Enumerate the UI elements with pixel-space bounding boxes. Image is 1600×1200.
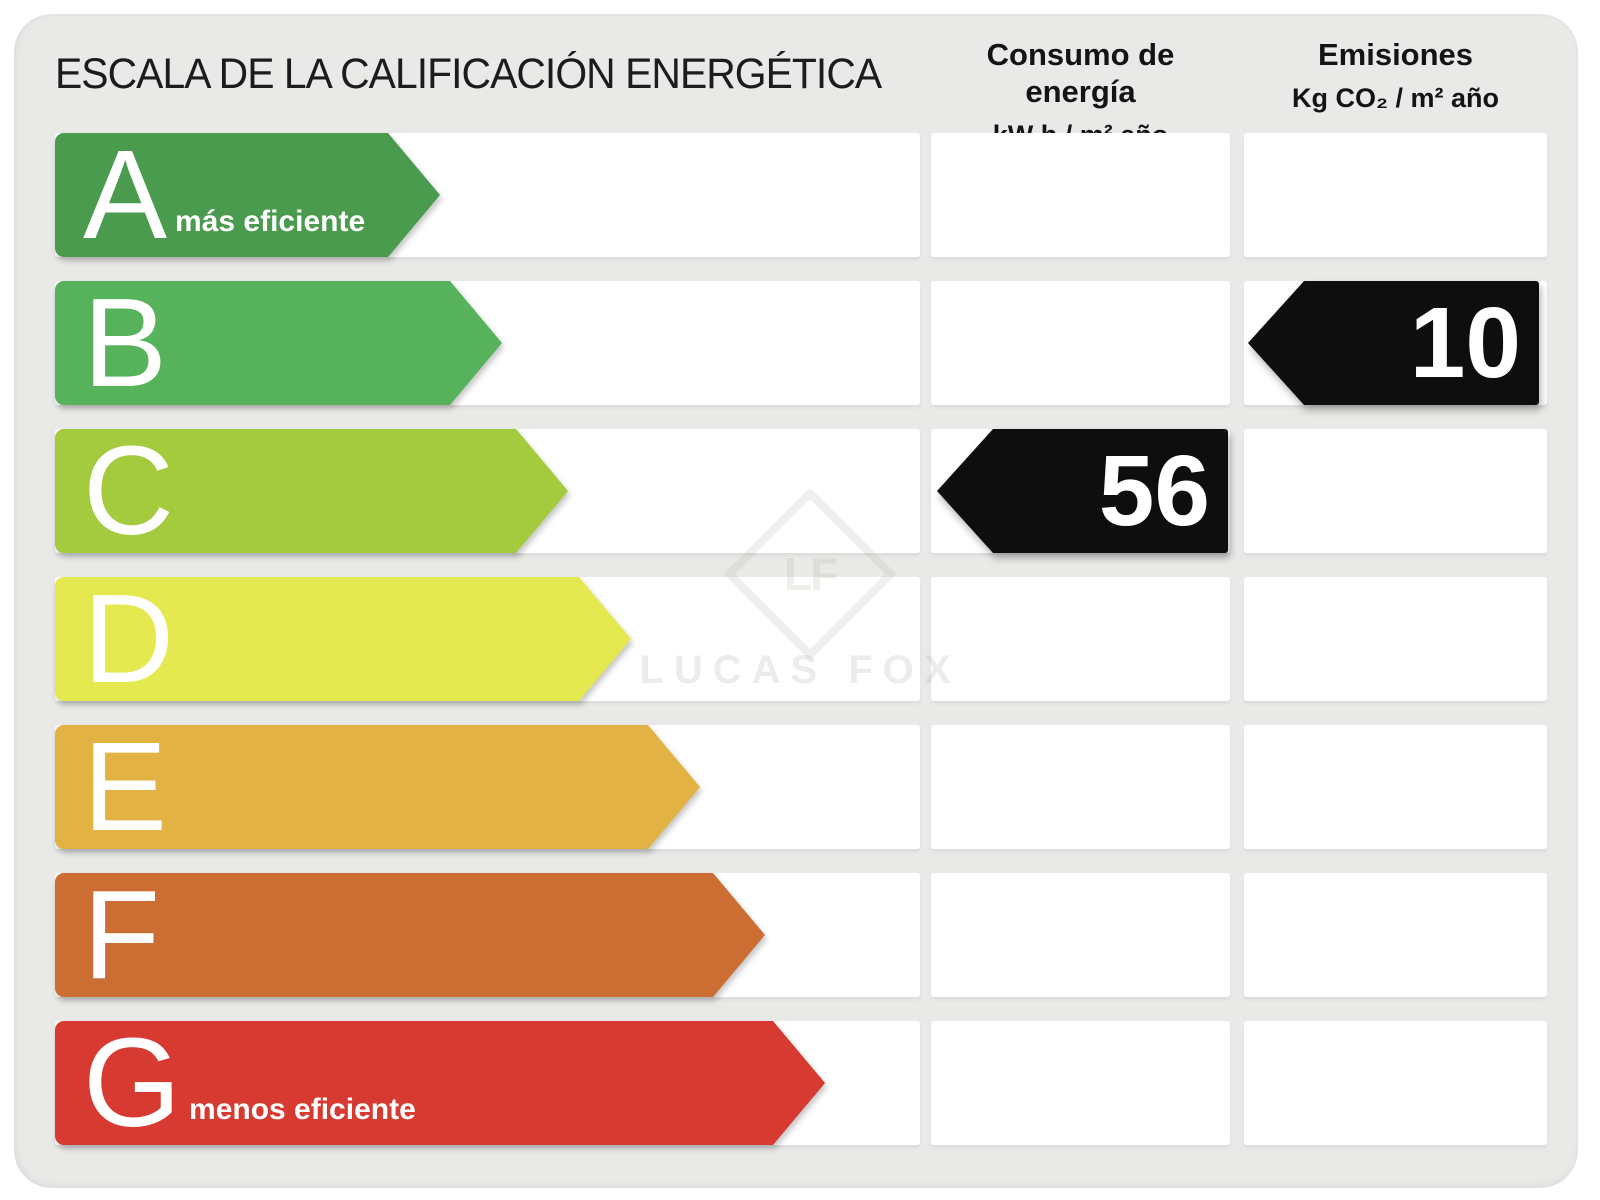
emissions-header-units: Kg CO₂ / m² año (1292, 83, 1499, 114)
rating-bar-body: E (55, 724, 648, 850)
rating-bar-tip (450, 281, 502, 405)
consumption-cell (931, 133, 1230, 257)
rating-bar-tip (579, 577, 631, 701)
rating-bar-body: D (55, 576, 579, 702)
rating-bar-tip (388, 133, 440, 257)
consumption-indicator-arrow: 56 (937, 429, 1228, 553)
rating-row-d: D (14, 576, 1578, 702)
rating-letter: G (83, 1012, 182, 1153)
emissions-cell (1244, 1021, 1547, 1145)
rating-letter: B (83, 272, 168, 413)
indicator-arrow-tip (1248, 281, 1304, 405)
rating-letter: E (83, 716, 168, 857)
rating-row-f: F (14, 872, 1578, 998)
emissions-cell (1244, 725, 1547, 849)
emissions-cell (1244, 429, 1547, 553)
indicator-arrow-body: 56 (993, 429, 1228, 553)
consumption-cell (931, 577, 1230, 701)
page-title: ESCALA DE LA CALIFICACIÓN ENERGÉTICA (55, 50, 882, 98)
rating-row-e: E (14, 724, 1578, 850)
emissions-column-header: Emisiones Kg CO₂ / m² año (1244, 36, 1547, 115)
emissions-indicator-arrow: 10 (1248, 281, 1539, 405)
emissions-cell (1244, 873, 1547, 997)
consumption-cell: 56 (931, 429, 1230, 553)
rating-letter: D (83, 568, 174, 709)
indicator-arrow-tip (937, 429, 993, 553)
rating-panel: ESCALA DE LA CALIFICACIÓN ENERGÉTICA Con… (14, 14, 1578, 1188)
rating-bar-body: F (55, 872, 713, 998)
rating-bar-c: C (55, 428, 568, 554)
consumption-cell (931, 725, 1230, 849)
rating-bar-f: F (55, 872, 765, 998)
rating-bar-tip (773, 1021, 825, 1145)
rating-bar-b: B (55, 280, 502, 406)
consumption-cell (931, 281, 1230, 405)
rating-bar-d: D (55, 576, 631, 702)
rating-row-c: 56 C (14, 428, 1578, 554)
consumption-cell (931, 873, 1230, 997)
rating-bar-tip (648, 725, 700, 849)
emissions-cell (1244, 577, 1547, 701)
efficiency-label-least: menos eficiente (189, 1093, 416, 1126)
consumption-cell (931, 1021, 1230, 1145)
consumption-header-title: Consumo de energía (986, 37, 1175, 110)
emissions-cell (1244, 133, 1547, 257)
rating-letter: F (83, 864, 160, 1005)
rating-letter: C (83, 420, 174, 561)
rating-bar-body: B (55, 280, 450, 406)
consumption-value: 56 (1098, 435, 1210, 547)
rating-bar-tip (713, 873, 765, 997)
emissions-cell: 10 (1244, 281, 1547, 405)
efficiency-label-most: más eficiente (175, 205, 366, 238)
rating-bar-body: C (55, 428, 516, 554)
emissions-header-title: Emisiones (1317, 37, 1474, 72)
rating-letter: A (83, 124, 168, 265)
rating-row-b: 10 B (14, 280, 1578, 406)
indicator-arrow-body: 10 (1304, 281, 1539, 405)
rating-bar-tip (516, 429, 568, 553)
emissions-value: 10 (1409, 287, 1521, 399)
rating-bar-e: E (55, 724, 700, 850)
